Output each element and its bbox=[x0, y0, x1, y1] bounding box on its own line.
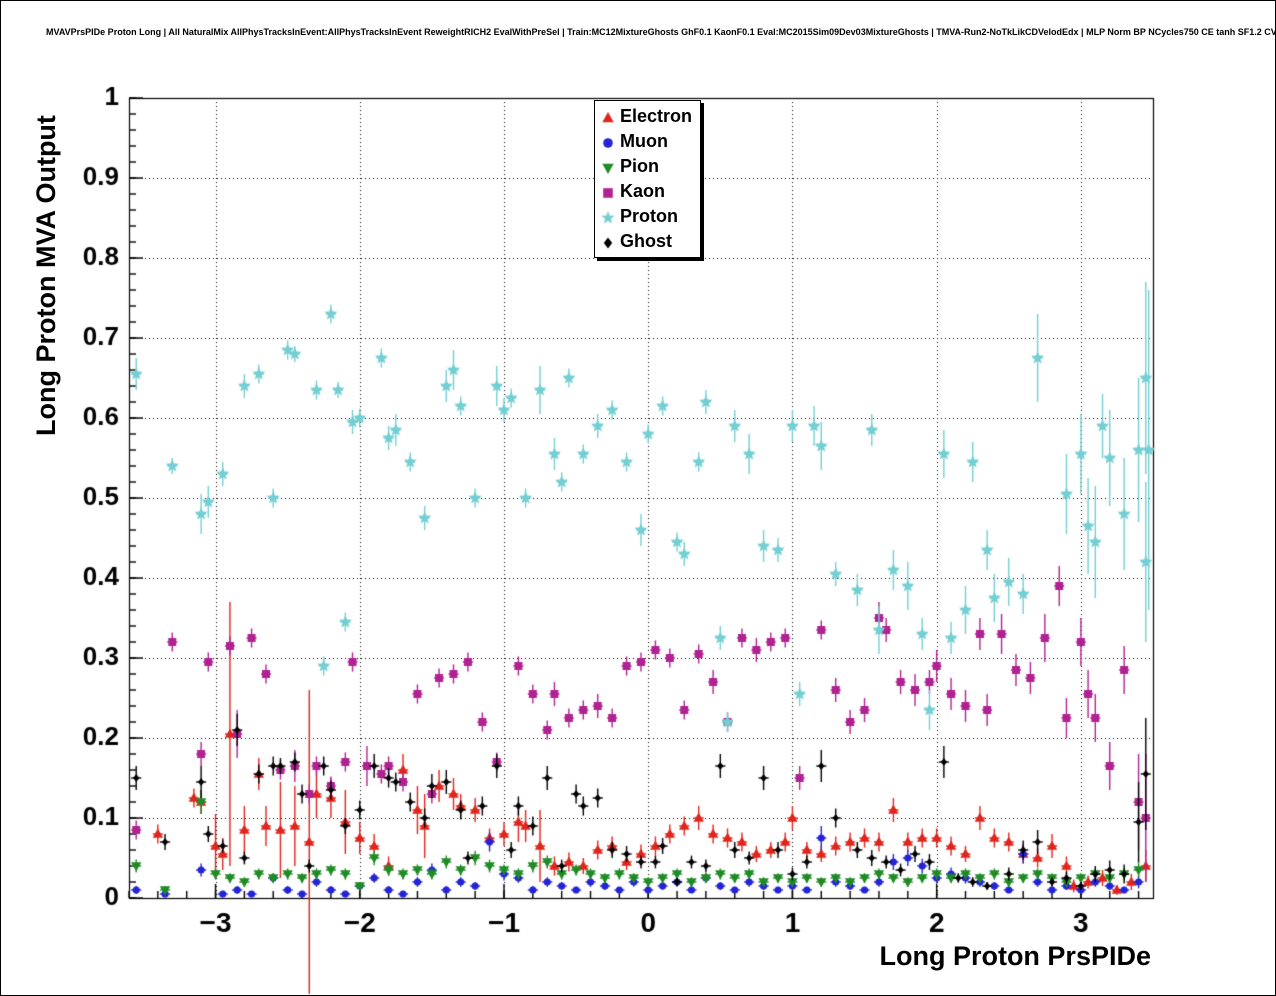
x-axis-title: Long Proton PrsPIDe bbox=[879, 941, 1151, 971]
legend: Electron Muon Pion Kaon Proton Ghost bbox=[594, 100, 702, 258]
circle-marker-icon bbox=[599, 132, 617, 151]
legend-item: Electron bbox=[599, 104, 692, 129]
legend-label: Pion bbox=[620, 156, 659, 176]
star-marker-icon bbox=[599, 207, 617, 226]
y-axis-title: Long Proton MVA Output bbox=[31, 115, 61, 436]
legend-item: Proton bbox=[599, 204, 692, 229]
legend-item: Ghost bbox=[599, 229, 692, 254]
square-marker-icon bbox=[599, 182, 617, 201]
triangle-up-marker-icon bbox=[599, 107, 617, 126]
legend-item: Kaon bbox=[599, 179, 692, 204]
legend-label: Kaon bbox=[620, 181, 665, 201]
legend-label: Muon bbox=[620, 131, 668, 151]
legend-item: Muon bbox=[599, 129, 692, 154]
legend-label: Ghost bbox=[620, 231, 672, 251]
legend-label: Electron bbox=[620, 106, 693, 126]
triangle-down-marker-icon bbox=[599, 157, 617, 176]
legend-label: Proton bbox=[620, 206, 678, 226]
legend-item: Pion bbox=[599, 154, 692, 179]
diamond-marker-icon bbox=[599, 232, 617, 251]
